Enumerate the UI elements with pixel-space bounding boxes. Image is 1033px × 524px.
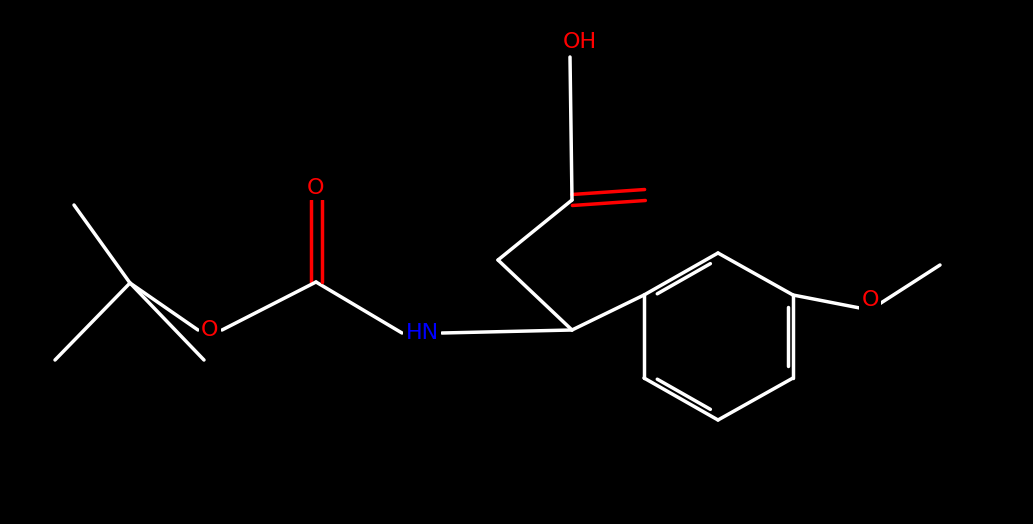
Text: OH: OH [563,32,597,52]
Text: HN: HN [405,323,439,343]
Text: O: O [307,178,324,198]
Text: O: O [201,320,219,340]
Text: O: O [862,290,879,310]
